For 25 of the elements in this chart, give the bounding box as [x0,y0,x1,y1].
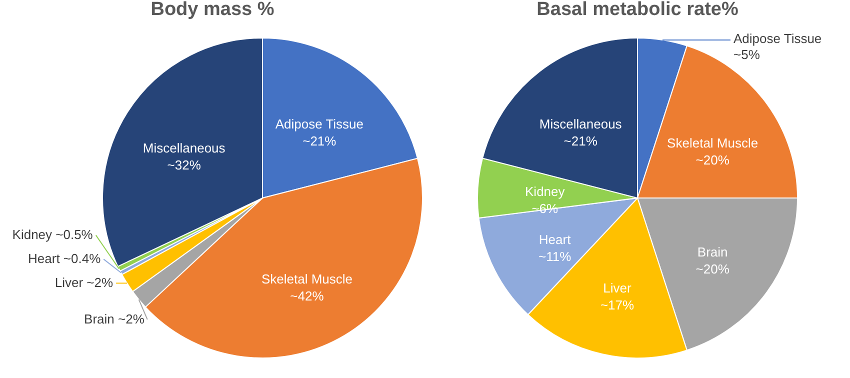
slice-label: Brain [697,244,728,260]
data-label: ~5% [734,47,760,62]
data-label: ~32% [167,157,202,172]
slice-label: Kidney [525,184,566,200]
slice-label: Heart ~0.4% [28,251,102,266]
data-label: ~21% [564,134,598,149]
data-label: ~17% [600,298,634,313]
slice-label: Heart [538,232,572,248]
chart-title: Basal metabolic rate% [536,0,738,20]
data-label: ~20% [696,152,730,168]
slice-label: Skeletal Muscle [667,135,758,150]
data-label: ~42% [290,288,324,304]
slice-label: Miscellaneous [142,140,226,156]
slice-label: Liver ~2% [54,275,114,290]
data-label: ~11% [538,249,572,264]
slice-label: Brain ~2% [84,311,145,326]
chart-title: Body mass % [150,0,274,20]
data-label: ~21% [302,134,337,149]
slice-label: Liver [603,280,632,296]
slice-label: Kidney ~0.5% [12,227,94,242]
slice-label: Adipose Tissue [734,31,822,46]
slice-label: Miscellaneous [539,116,622,132]
slice-label: Skeletal Muscle [261,271,353,286]
slice-label: Adipose Tissue [275,116,364,132]
data-label: ~20% [696,262,730,277]
